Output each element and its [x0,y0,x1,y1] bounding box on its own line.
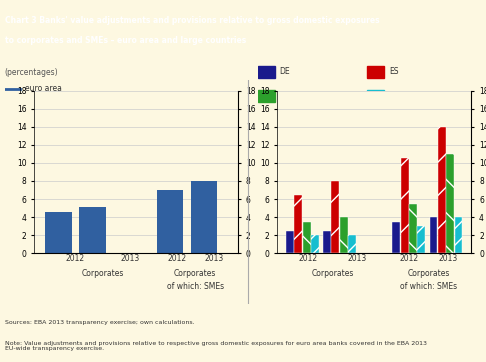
FancyBboxPatch shape [258,66,275,78]
Text: Corporates: Corporates [174,269,216,278]
Bar [303,222,311,253]
Bar [348,235,356,253]
Bar [340,217,347,253]
Text: of which: SMEs: of which: SMEs [400,282,457,291]
Bar [331,181,339,253]
Text: DE: DE [279,67,290,76]
Text: Chart 3 Banks' value adjustments and provisions relative to gross domestic expos: Chart 3 Banks' value adjustments and pro… [5,16,380,25]
Bar [430,217,437,253]
Text: 2013: 2013 [121,254,139,263]
FancyBboxPatch shape [367,66,384,78]
Bar [454,217,462,253]
Bar [409,203,417,253]
FancyBboxPatch shape [367,90,384,102]
Text: euro area: euro area [24,84,61,93]
Text: FR: FR [389,91,399,100]
Text: Note: Value adjustments and provisions relative to respective gross domestic exp: Note: Value adjustments and provisions r… [5,341,427,352]
Text: 2012: 2012 [167,254,187,263]
Text: 2012: 2012 [65,254,85,263]
Bar [401,159,409,253]
FancyBboxPatch shape [258,90,275,102]
Text: 2013: 2013 [347,254,366,263]
Text: Corporates: Corporates [311,269,354,278]
Bar [446,154,454,253]
Text: (percentages): (percentages) [5,68,58,77]
Bar [45,212,72,253]
Text: Corporates: Corporates [407,269,450,278]
Text: to corporates and SMEs – euro area and large countries: to corporates and SMEs – euro area and l… [5,36,246,45]
Text: Corporates: Corporates [81,269,123,278]
Bar [393,222,400,253]
Bar [417,226,425,253]
Text: ES: ES [389,67,399,76]
Bar [79,207,105,253]
Bar [191,181,217,253]
Text: IT: IT [279,91,286,100]
Bar [286,231,294,253]
Bar [156,190,183,253]
Bar [323,231,331,253]
Text: 2012: 2012 [399,254,419,263]
Text: 2013: 2013 [204,254,223,263]
Bar [438,127,446,253]
Text: 2013: 2013 [438,254,458,263]
Text: of which: SMEs: of which: SMEs [167,282,224,291]
Text: Sources: EBA 2013 transparency exercise; own calculations.: Sources: EBA 2013 transparency exercise;… [5,320,194,325]
Bar [311,235,319,253]
Bar [295,195,302,253]
Text: 2012: 2012 [298,254,318,263]
